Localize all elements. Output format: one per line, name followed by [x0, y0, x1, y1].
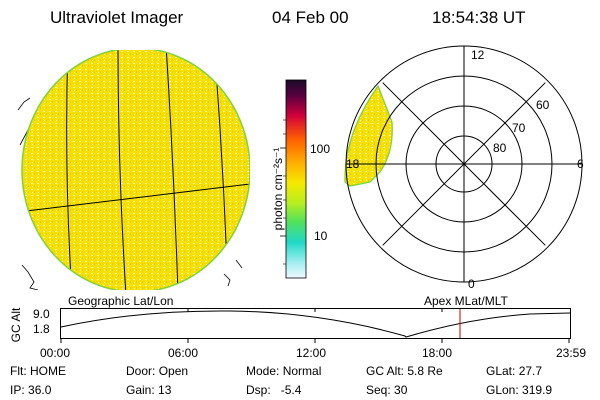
- status-ip: IP: 36.0: [10, 383, 52, 397]
- altplot-tick-2359: 23:59: [556, 346, 587, 360]
- altplot-tick-1200: 12:00: [296, 346, 327, 360]
- status-flt: Flt: HOME: [10, 364, 67, 378]
- status-gc-alt: GC Alt: 5.8 Re: [366, 364, 443, 378]
- polar-plot: [344, 45, 583, 283]
- altplot-ymax: 9.0: [33, 307, 50, 321]
- status-glat: GLat: 27.7: [486, 364, 543, 378]
- status-door: Door: Open: [126, 364, 189, 378]
- colorbar-unit-label: photon cm⁻²s⁻¹: [271, 147, 285, 231]
- colorbar-tick-100: 100: [310, 142, 331, 156]
- lat-label-60: 60: [536, 98, 550, 112]
- status-mode: Mode: Normal: [246, 364, 322, 378]
- status-glon: GLon: 319.9: [486, 383, 553, 397]
- colorbar-tick-10: 10: [314, 229, 328, 243]
- mlt-label-18: 18: [346, 157, 360, 171]
- geographic-image: [18, 50, 250, 290]
- instrument-title: Ultraviolet Imager: [50, 8, 184, 27]
- lat-label-80: 80: [493, 141, 507, 155]
- apex-caption: Apex MLat/MLT: [424, 294, 508, 308]
- mlt-label-0: 0: [468, 277, 475, 291]
- mlt-label-12: 12: [471, 48, 485, 62]
- time-label: 18:54:38 UT: [432, 8, 526, 27]
- lat-label-70: 70: [512, 121, 526, 135]
- geographic-caption: Geographic Lat/Lon: [68, 294, 174, 308]
- altplot-tick-1800: 18:00: [422, 346, 453, 360]
- status-seq: Seq: 30: [366, 383, 408, 397]
- altplot-ylabel: GC Alt: [9, 307, 23, 343]
- status-gain: Gain: 13: [126, 383, 172, 397]
- altplot-tick-0600: 06:00: [168, 346, 199, 360]
- altitude-plot: [60, 308, 571, 343]
- altplot-ymin: 1.8: [33, 322, 50, 336]
- date-label: 04 Feb 00: [272, 8, 349, 27]
- status-dsp: Dsp: -5.4: [246, 383, 302, 397]
- mlt-label-6: 6: [577, 157, 584, 171]
- altplot-tick-0000: 00:00: [40, 346, 71, 360]
- colorbar: [280, 79, 307, 279]
